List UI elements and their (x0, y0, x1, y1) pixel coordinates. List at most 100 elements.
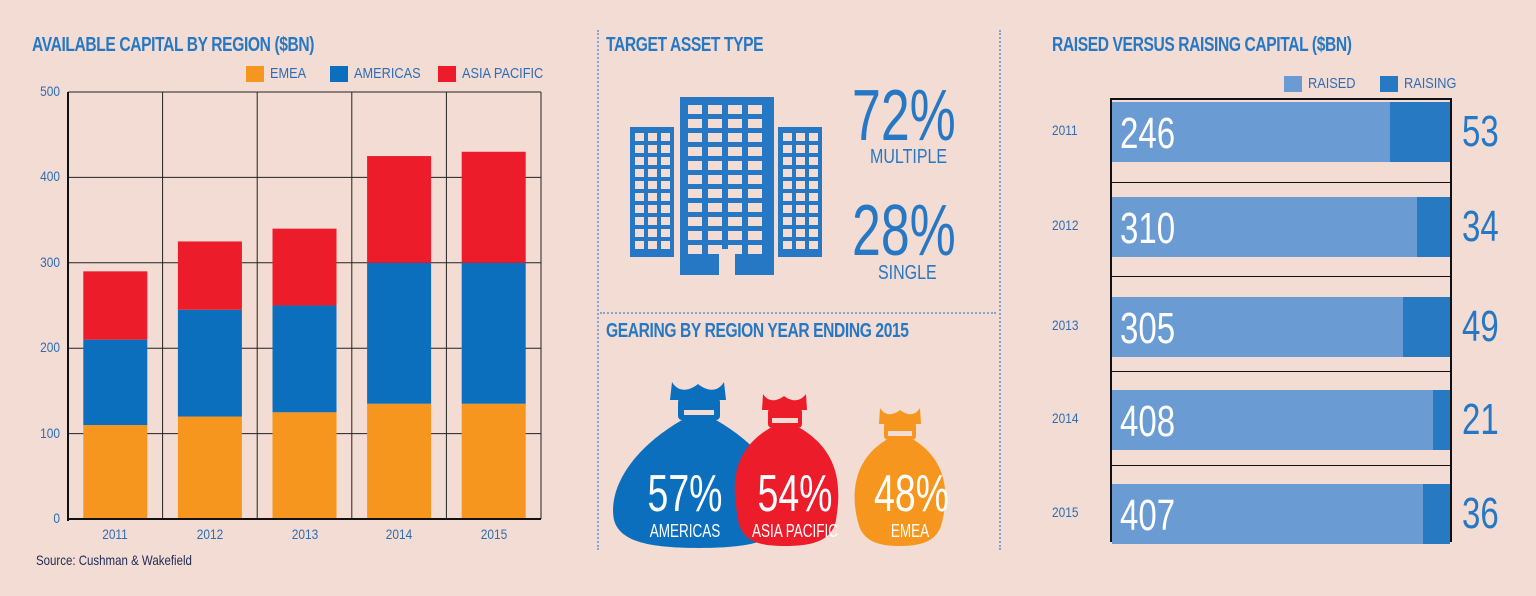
y-tick-label: 200 (40, 339, 60, 356)
building-window (809, 169, 818, 177)
gearing-emea: 48% EMEA (860, 468, 960, 540)
building-window (635, 229, 644, 237)
gearing-americas-label: AMERICAS (649, 521, 721, 541)
building-window (748, 161, 762, 170)
building-window (783, 181, 792, 189)
building-window (748, 133, 762, 142)
chart-title-raised-raising: RAISED VERSUS RAISING CAPITAL ($BN) (1052, 34, 1352, 56)
building-window (783, 217, 792, 225)
building-window (728, 133, 742, 142)
chart-title-available-capital: AVAILABLE CAPITAL BY REGION ($BN) (32, 34, 315, 56)
building-window (809, 205, 818, 213)
bar-raised-2013 (1112, 297, 1403, 357)
building-window (809, 181, 818, 189)
data-label-raising: 53 (1462, 107, 1499, 156)
building-window (688, 203, 702, 212)
building-window (635, 217, 644, 225)
building-window (661, 241, 670, 249)
building-window (688, 231, 702, 240)
building-window (708, 231, 722, 240)
building-window (748, 105, 762, 114)
building-window (661, 205, 670, 213)
bar-americas-2013 (272, 305, 337, 413)
data-label-raised: 246 (1120, 109, 1176, 158)
bar-emea-2015 (461, 403, 526, 519)
legend-label-emea: EMEA (270, 65, 307, 82)
money-bag-asia-pacific (734, 394, 839, 546)
building-window (728, 217, 742, 226)
building-window (688, 245, 702, 254)
building-window (661, 157, 670, 165)
building-window (809, 229, 818, 237)
building-window (728, 147, 742, 156)
building-window (688, 133, 702, 142)
row-label-year: 2015 (1052, 504, 1079, 520)
legend-swatch-raised (1284, 76, 1302, 92)
building-window (661, 229, 670, 237)
pct-multiple: 72% (852, 76, 956, 156)
bar-raising-2012 (1417, 197, 1450, 257)
building-window (708, 189, 722, 198)
building-window (635, 181, 644, 189)
row-separator (1110, 182, 1452, 183)
money-bags-icon (613, 382, 946, 548)
row-label-year: 2014 (1052, 410, 1079, 426)
bar-raised-2012 (1112, 197, 1417, 257)
divider-left (597, 30, 599, 550)
building-window (783, 241, 792, 249)
building-window (783, 229, 792, 237)
x-tick-label: 2015 (480, 526, 507, 542)
bar-asia-pacific-2011 (83, 271, 148, 340)
building-window (728, 161, 742, 170)
building-window (748, 231, 762, 240)
row-label-year: 2012 (1052, 217, 1079, 233)
gearing-emea-pct: 48% (874, 465, 949, 523)
legend-swatch-asia-pacific (438, 66, 456, 82)
bar-raising-2015 (1423, 484, 1450, 544)
bar-raised-2015 (1112, 484, 1423, 544)
building-window (688, 105, 702, 114)
building-window (796, 181, 805, 189)
building-window (809, 241, 818, 249)
bar-asia-pacific-2015 (461, 151, 526, 263)
row-separator (1110, 465, 1452, 466)
building-window (809, 133, 818, 141)
data-label-raised: 407 (1120, 491, 1176, 540)
buildings-icon (630, 97, 822, 275)
building-window (661, 169, 670, 177)
building-window (688, 161, 702, 170)
building-window (796, 217, 805, 225)
building-window (661, 133, 670, 141)
y-tick-label: 500 (40, 83, 60, 99)
building-window (661, 193, 670, 201)
building-window (809, 157, 818, 165)
building-window (708, 133, 722, 142)
building-window (748, 203, 762, 212)
gearing-emea-label: EMEA (890, 521, 930, 541)
data-label-raised: 305 (1120, 304, 1176, 353)
bar-americas-2014 (367, 262, 432, 404)
building-window (748, 147, 762, 156)
bar-emea-2011 (83, 425, 148, 519)
section-title-target-asset: TARGET ASSET TYPE (606, 34, 764, 56)
building-window (648, 193, 657, 201)
data-label-raised: 408 (1120, 397, 1176, 446)
building-window (796, 205, 805, 213)
building-window (796, 169, 805, 177)
bar-asia-pacific-2012 (177, 241, 242, 310)
building-window (796, 229, 805, 237)
building-window (748, 189, 762, 198)
building-window (796, 133, 805, 141)
gearing-asia-pacific: 54% ASIA PACIFIC (735, 468, 855, 540)
row-separator (1110, 276, 1452, 277)
x-tick-label: 2013 (291, 526, 318, 542)
building-window (708, 245, 722, 254)
divider-right (999, 30, 1001, 550)
gearing-americas: 57% AMERICAS (622, 468, 748, 540)
building-window (783, 157, 792, 165)
building-window (635, 145, 644, 153)
legend-label-raising: RAISING (1404, 75, 1457, 92)
building-window (648, 181, 657, 189)
divider-middle (600, 312, 996, 314)
